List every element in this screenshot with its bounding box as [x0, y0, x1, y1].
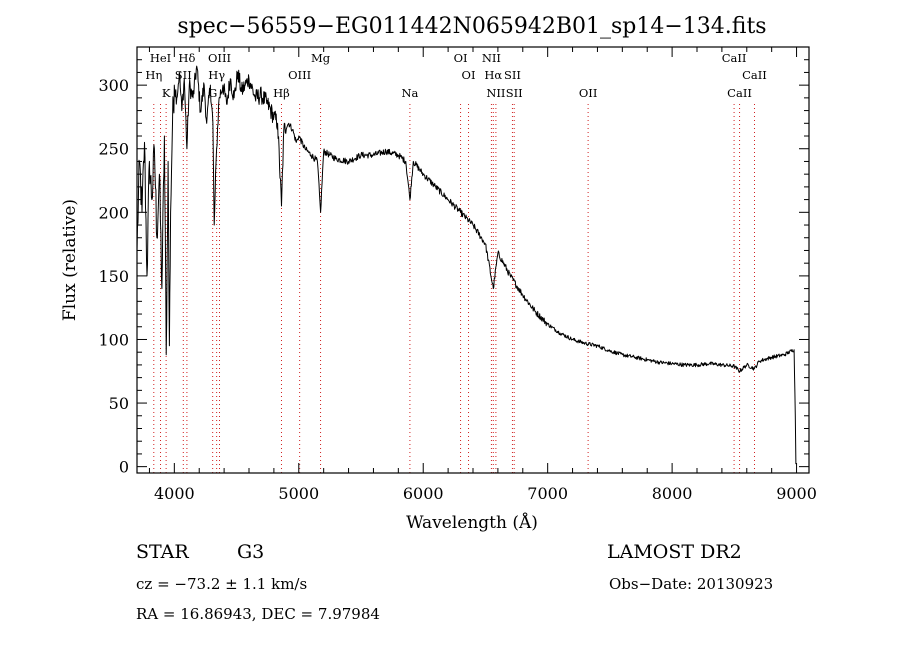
y-tick-label-2: 100	[98, 330, 129, 349]
marker-label-7: Hγ	[208, 68, 225, 82]
line-markers: HeIHηKHδSIIGOIIIHγHβOIIIMgNaOIOINIIHαNII…	[145, 51, 767, 473]
marker-label-12: OI	[454, 51, 468, 65]
marker-label-22: CaII	[742, 68, 767, 82]
marker-label-16: NII	[486, 86, 505, 100]
marker-label-8: Hβ	[273, 86, 290, 100]
marker-label-6: OIII	[208, 51, 231, 65]
survey-name: LAMOST DR2	[607, 541, 742, 563]
y-tick-label-5: 250	[98, 140, 129, 159]
marker-label-9: OIII	[288, 68, 311, 82]
marker-label-18: SII	[506, 86, 523, 100]
y-tick-label-0: 0	[119, 458, 129, 477]
chart-title: spec−56559−EG011442N065942B01_sp14−134.f…	[177, 14, 766, 39]
marker-label-17: SII	[504, 68, 521, 82]
marker-label-1: Hη	[145, 68, 162, 82]
marker-label-5: G	[208, 86, 217, 100]
redshift-line: cz = −73.2 ± 1.1 km/s	[136, 575, 307, 593]
marker-label-14: NII	[482, 51, 501, 65]
spectrum-line	[136, 65, 797, 465]
marker-label-13: OI	[462, 68, 476, 82]
object-class: STAR	[136, 541, 189, 563]
marker-label-3: Hδ	[178, 51, 195, 65]
y-tick-label-1: 50	[109, 394, 129, 413]
marker-label-15: Hα	[484, 68, 502, 82]
marker-label-11: Na	[401, 86, 418, 100]
marker-label-0: HeI	[150, 51, 171, 65]
x-tick-label-5: 9000	[776, 484, 817, 503]
marker-label-20: CaII	[722, 51, 747, 65]
x-tick-label-4: 8000	[652, 484, 693, 503]
marker-label-19: OII	[579, 86, 598, 100]
y-tick-label-6: 300	[98, 76, 129, 95]
x-tick-label-3: 7000	[527, 484, 568, 503]
marker-label-10: Mg	[311, 51, 331, 65]
object-subclass: G3	[237, 541, 264, 563]
spectrum-layer	[136, 65, 797, 465]
marker-label-21: CaII	[727, 86, 752, 100]
plot-frame	[136, 46, 810, 474]
obs-date-line: Obs−Date: 20130923	[609, 575, 773, 593]
radec-line: RA = 16.86943, DEC = 7.97984	[136, 605, 380, 623]
y-axis-label: Flux (relative)	[60, 199, 80, 321]
axis-ticks: 4000 5000 6000 7000 8000 9000 0 50 100 150 200 250 3…	[98, 47, 817, 503]
x-axis-label: Wavelength (Å)	[406, 512, 538, 533]
x-tick-label-2: 6000	[403, 484, 444, 503]
marker-label-2: K	[162, 86, 171, 100]
y-tick-label-4: 200	[98, 203, 129, 222]
y-tick-label-3: 150	[98, 267, 129, 286]
x-tick-label-1: 5000	[278, 484, 319, 503]
x-tick-label-0: 4000	[154, 484, 195, 503]
